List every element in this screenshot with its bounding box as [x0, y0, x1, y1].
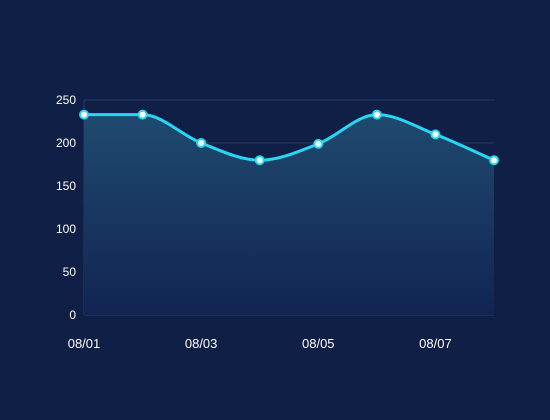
data-point — [137, 109, 148, 120]
data-point — [313, 138, 324, 149]
data-point — [430, 129, 441, 140]
y-tick-label: 150 — [56, 179, 76, 193]
data-point — [371, 109, 382, 120]
y-tick-label: 0 — [69, 308, 76, 322]
x-axis: 08/01 08/03 08/05 08/07 — [68, 336, 452, 351]
x-tick-label: 08/01 — [68, 336, 101, 351]
y-tick-label: 100 — [56, 222, 76, 236]
x-tick-label: 08/07 — [419, 336, 452, 351]
y-tick-label: 200 — [56, 136, 76, 150]
data-point — [79, 109, 89, 120]
data-point — [196, 138, 207, 148]
data-point — [254, 155, 265, 166]
y-tick-label: 250 — [56, 93, 76, 107]
data-point — [489, 155, 499, 166]
x-tick-label: 08/05 — [302, 336, 335, 351]
series-area — [84, 114, 494, 316]
y-tick-label: 50 — [63, 265, 77, 279]
y-axis: 0 50 100 150 200 250 — [56, 93, 76, 322]
x-tick-label: 08/03 — [185, 336, 218, 351]
data-points — [79, 109, 499, 166]
